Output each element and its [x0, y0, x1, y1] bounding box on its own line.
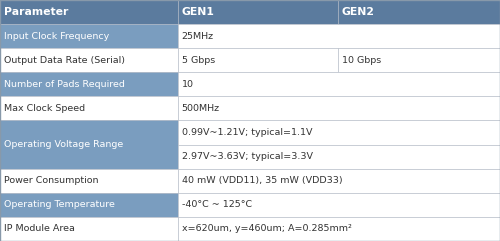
Text: Output Data Rate (Serial): Output Data Rate (Serial) — [4, 56, 125, 65]
Bar — [0, 48, 178, 72]
Bar — [0, 72, 178, 96]
Text: x=620um, y=460um; A=0.285mm²: x=620um, y=460um; A=0.285mm² — [182, 224, 352, 234]
Bar — [0, 217, 178, 241]
Text: Parameter: Parameter — [4, 7, 68, 17]
Bar — [178, 145, 500, 169]
Bar — [178, 0, 338, 24]
Text: GEN2: GEN2 — [342, 7, 374, 17]
Text: Max Clock Speed: Max Clock Speed — [4, 104, 85, 113]
Text: 5 Gbps: 5 Gbps — [182, 56, 215, 65]
Text: 40 mW (VDD11), 35 mW (VDD33): 40 mW (VDD11), 35 mW (VDD33) — [182, 176, 342, 185]
Text: Power Consumption: Power Consumption — [4, 176, 98, 185]
Bar — [338, 48, 500, 72]
Bar — [338, 0, 500, 24]
Text: Operating Voltage Range: Operating Voltage Range — [4, 140, 123, 149]
Text: Number of Pads Required: Number of Pads Required — [4, 80, 125, 89]
Text: IP Module Area: IP Module Area — [4, 224, 75, 234]
Text: -40°C ~ 125°C: -40°C ~ 125°C — [182, 200, 252, 209]
Bar — [178, 72, 500, 96]
Text: 2.97V~3.63V; typical=3.3V: 2.97V~3.63V; typical=3.3V — [182, 152, 312, 161]
Bar — [0, 193, 178, 217]
Bar — [178, 217, 500, 241]
Bar — [178, 48, 338, 72]
Text: Operating Temperature: Operating Temperature — [4, 200, 115, 209]
Text: 10: 10 — [182, 80, 194, 89]
Text: 10 Gbps: 10 Gbps — [342, 56, 381, 65]
Bar — [178, 24, 500, 48]
Text: 500MHz: 500MHz — [182, 104, 220, 113]
Bar — [0, 0, 178, 24]
Bar — [178, 193, 500, 217]
Bar — [178, 169, 500, 193]
Bar — [0, 96, 178, 120]
Bar — [178, 120, 500, 145]
Bar — [0, 24, 178, 48]
Text: Input Clock Frequency: Input Clock Frequency — [4, 32, 109, 41]
Bar — [0, 120, 178, 169]
Text: GEN1: GEN1 — [182, 7, 214, 17]
Bar — [0, 169, 178, 193]
Text: 25MHz: 25MHz — [182, 32, 214, 41]
Bar — [178, 96, 500, 120]
Text: 0.99V~1.21V; typical=1.1V: 0.99V~1.21V; typical=1.1V — [182, 128, 312, 137]
